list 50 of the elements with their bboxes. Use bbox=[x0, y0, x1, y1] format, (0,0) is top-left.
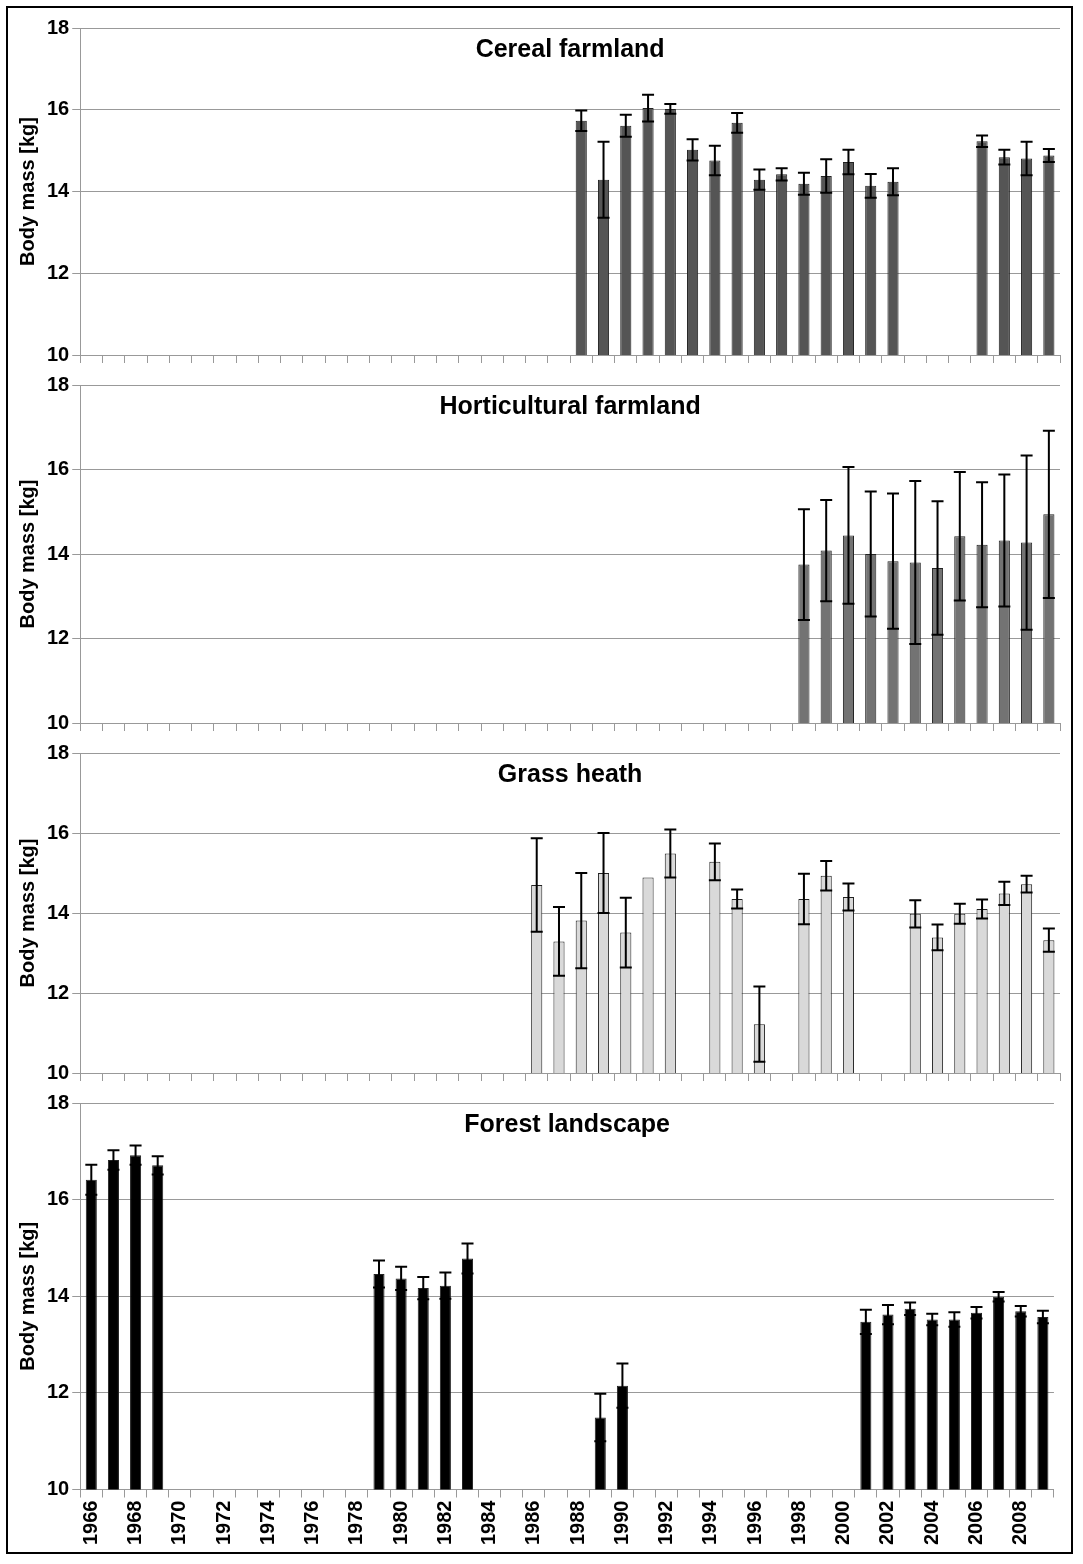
y-tick-label: 16 bbox=[47, 1187, 70, 1210]
y-tick-label: 10 bbox=[47, 1060, 70, 1083]
y-tick-label: 14 bbox=[47, 1283, 71, 1306]
x-tick-label: 2008 bbox=[1008, 1500, 1031, 1546]
x-tick-label: 2000 bbox=[831, 1500, 854, 1546]
x-tick-label: 1972 bbox=[211, 1500, 234, 1546]
x-tick-label: 2004 bbox=[919, 1499, 942, 1546]
y-tick-label: 14 bbox=[47, 179, 71, 202]
y-tick-label: 10 bbox=[47, 710, 70, 733]
y-axis-title: Body mass [kg] bbox=[15, 1221, 38, 1371]
y-tick-label: 16 bbox=[47, 457, 70, 480]
x-tick-label: 1966 bbox=[78, 1500, 101, 1546]
y-tick-label: 18 bbox=[47, 1090, 70, 1113]
y-tick-label: 16 bbox=[47, 820, 70, 843]
x-tick-label: 1974 bbox=[255, 1499, 278, 1546]
y-tick-label: 12 bbox=[47, 1380, 70, 1403]
y-tick-label: 18 bbox=[47, 372, 70, 395]
chart-title: Horticultural farmland bbox=[439, 390, 701, 419]
y-tick-label: 18 bbox=[47, 740, 70, 763]
chart-title: Forest landscape bbox=[464, 1108, 670, 1137]
y-tick-label: 14 bbox=[47, 900, 71, 923]
x-tick-label: 1976 bbox=[300, 1500, 323, 1546]
x-tick-label: 1984 bbox=[477, 1499, 500, 1546]
x-tick-label: 1982 bbox=[432, 1500, 455, 1546]
x-tick-label: 1986 bbox=[521, 1500, 544, 1546]
x-tick-label: 2006 bbox=[964, 1500, 987, 1546]
y-axis-title: Body mass [kg] bbox=[15, 838, 38, 988]
x-tick-label: 1970 bbox=[167, 1500, 190, 1546]
x-tick-label: 1988 bbox=[565, 1500, 588, 1546]
x-tick-label: 1998 bbox=[786, 1500, 809, 1546]
x-tick-label: 1996 bbox=[742, 1500, 765, 1546]
chart-title: Cereal farmland bbox=[475, 33, 665, 62]
x-tick-label: 1994 bbox=[698, 1499, 721, 1546]
x-tick-label: 1980 bbox=[388, 1500, 411, 1546]
x-tick-label: 1992 bbox=[654, 1500, 677, 1546]
y-tick-label: 12 bbox=[47, 980, 70, 1003]
y-axis-title: Body mass [kg] bbox=[15, 117, 38, 266]
y-tick-label: 16 bbox=[47, 97, 70, 120]
x-tick-label: 1968 bbox=[123, 1500, 146, 1546]
y-tick-label: 10 bbox=[47, 1477, 70, 1500]
y-axis-title: Body mass [kg] bbox=[15, 479, 38, 629]
y-tick-label: 18 bbox=[47, 15, 70, 38]
y-tick-label: 14 bbox=[47, 541, 71, 564]
y-tick-label: 12 bbox=[47, 260, 70, 283]
x-tick-label: 2002 bbox=[875, 1500, 898, 1546]
y-tick-label: 12 bbox=[47, 626, 70, 649]
y-tick-label: 10 bbox=[47, 342, 70, 365]
x-tick-label: 1978 bbox=[344, 1500, 367, 1546]
chart-title: Grass heath bbox=[497, 758, 643, 787]
x-tick-label: 1990 bbox=[609, 1500, 632, 1546]
